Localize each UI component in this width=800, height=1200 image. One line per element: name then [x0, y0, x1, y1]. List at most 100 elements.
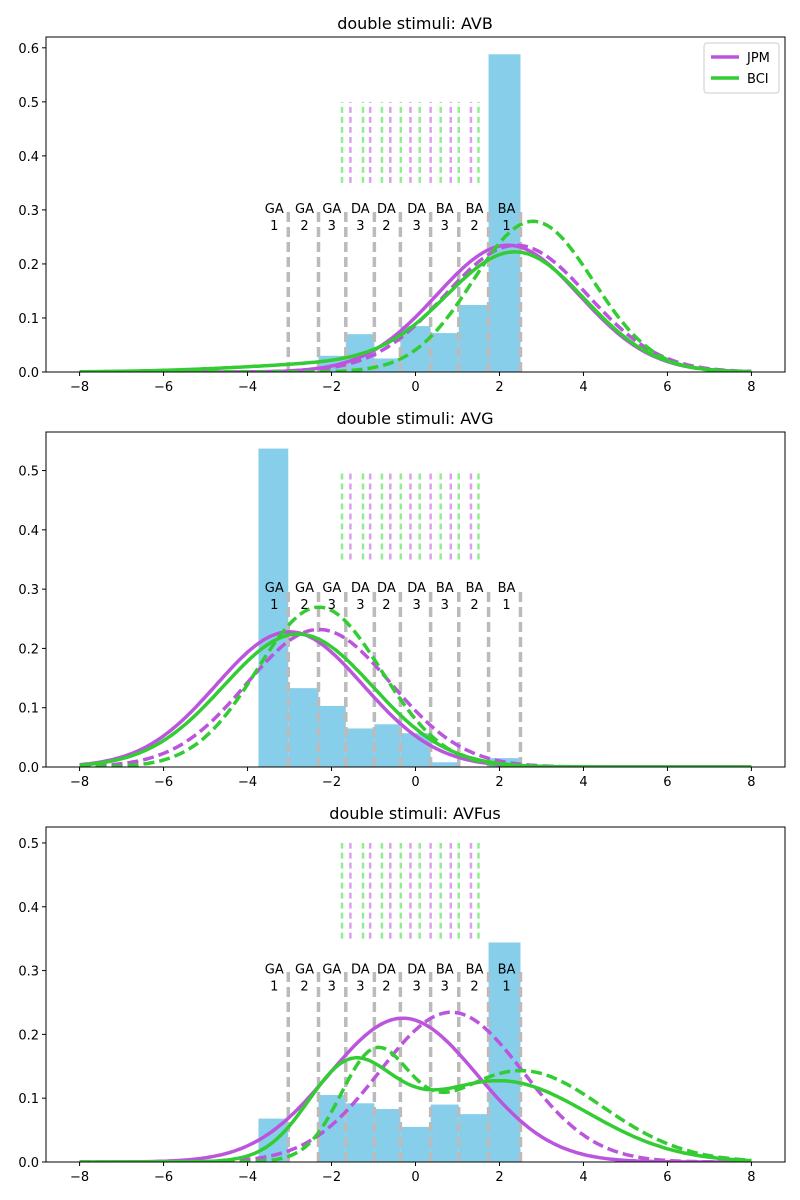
histogram-bar — [430, 333, 459, 372]
marker-label-top: GA — [265, 202, 284, 217]
plot-area — [79, 842, 752, 1162]
chart-panel-avg: double stimuli: AVG GA 1 GA 2 GA 3 DA 3 DA 2 DA 3 BA… — [18, 409, 786, 790]
x-tick-label: 4 — [579, 380, 587, 395]
y-tick-label: 0.5 — [18, 465, 39, 480]
histogram-bar — [374, 1109, 401, 1162]
marker-label-bottom: 2 — [382, 598, 390, 613]
y-tick-label: 0.3 — [18, 965, 39, 980]
chart-title-avfus: double stimuli: AVFus — [329, 804, 500, 823]
bci-dashed-curve — [79, 605, 752, 767]
x-tick-label: −8 — [70, 775, 89, 790]
y-tick-label: 0.5 — [18, 837, 39, 852]
y-tick-label: 0.1 — [18, 702, 39, 717]
marker-label-top: GA — [322, 202, 341, 217]
y-tick-label: 0.0 — [18, 761, 39, 776]
marker-label-bottom: 2 — [300, 980, 308, 995]
marker-label-bottom: 2 — [470, 980, 478, 995]
x-tick-label: 8 — [747, 1170, 755, 1185]
marker-label-bottom: 3 — [412, 219, 420, 234]
marker-label-top: GA — [295, 202, 314, 217]
marker-label-bottom: 3 — [356, 598, 364, 613]
marker-label-top: BA — [466, 202, 484, 217]
x-tick-label: −8 — [70, 1170, 89, 1185]
jpm-dashed-curve — [79, 627, 752, 767]
x-tick-label: −2 — [322, 380, 341, 395]
marker-label-top: DA — [407, 202, 426, 217]
y-tick-label: 0.3 — [18, 204, 39, 219]
histogram-bar — [430, 1104, 459, 1162]
y-tick-label: 0.6 — [18, 42, 39, 57]
marker-label-bottom: 3 — [441, 598, 449, 613]
marker-label-top: GA — [322, 581, 341, 596]
legend: JPM BCI — [703, 42, 780, 94]
bci-solid-curve — [79, 250, 752, 372]
marker-label-top: DA — [351, 963, 370, 978]
marker-label-bottom: 3 — [356, 980, 364, 995]
y-tick-label: 0.4 — [18, 524, 39, 539]
x-tick-label: 0 — [411, 775, 419, 790]
marker-label-top: BA — [498, 581, 516, 596]
x-tick-label: 8 — [747, 380, 755, 395]
x-tick-label: 2 — [495, 1170, 503, 1185]
marker-label-bottom: 1 — [270, 219, 278, 234]
marker-label-bottom: 2 — [300, 598, 308, 613]
jpm-solid-curve — [79, 630, 752, 767]
histogram-bar — [400, 1126, 431, 1162]
y-tick-label: 0.2 — [18, 1028, 39, 1043]
marker-label-top: DA — [351, 581, 370, 596]
histogram-bar — [458, 1114, 489, 1162]
marker-label-top: GA — [295, 581, 314, 596]
plot-area — [79, 448, 752, 767]
y-tick-label: 0.4 — [18, 901, 39, 916]
x-tick-label: 6 — [663, 1170, 671, 1185]
histogram-bar — [488, 54, 521, 372]
marker-label-bottom: 3 — [412, 598, 420, 613]
x-tick-label: 8 — [747, 775, 755, 790]
plot-area — [79, 54, 752, 372]
marker-label-top: GA — [265, 581, 284, 596]
chart-title-avb: double stimuli: AVB — [337, 14, 493, 33]
marker-label-bottom: 1 — [270, 598, 278, 613]
marker-label-top: BA — [466, 581, 484, 596]
marker-label-bottom: 2 — [382, 980, 390, 995]
y-tick-label: 0.2 — [18, 258, 39, 273]
marker-label-top: BA — [498, 963, 516, 978]
x-tick-label: 0 — [411, 1170, 419, 1185]
y-tick-label: 0.3 — [18, 583, 39, 598]
marker-label-bottom: 2 — [300, 219, 308, 234]
x-tick-label: 2 — [495, 775, 503, 790]
marker-label-top: DA — [407, 581, 426, 596]
x-tick-label: 6 — [663, 775, 671, 790]
y-tick-label: 0.0 — [18, 1156, 39, 1171]
x-tick-label: −8 — [70, 380, 89, 395]
marker-label-bottom: 1 — [502, 980, 510, 995]
x-tick-label: −6 — [154, 380, 173, 395]
histogram-bar — [258, 448, 289, 767]
marker-label-top: GA — [322, 963, 341, 978]
histogram-bar — [345, 1103, 375, 1162]
marker-label-bottom: 1 — [270, 980, 278, 995]
chart-panel-avfus: double stimuli: AVFus GA 1 GA 2 GA 3 DA 3 DA 2 DA 3… — [18, 804, 786, 1185]
y-tick-label: 0.1 — [18, 312, 39, 327]
marker-label-bottom: 2 — [470, 219, 478, 234]
legend-label-bci: BCI — [747, 72, 769, 87]
histogram-bar — [318, 705, 346, 767]
marker-label-top: BA — [466, 963, 484, 978]
histogram-bar — [318, 1095, 346, 1162]
jpm-solid-curve — [79, 1016, 752, 1162]
marker-label-top: BA — [436, 202, 454, 217]
histogram-bar — [288, 688, 319, 767]
marker-label-bottom: 2 — [382, 219, 390, 234]
marker-label-top: BA — [436, 581, 454, 596]
y-tick-label: 0.4 — [18, 150, 39, 165]
histogram-bar — [400, 733, 431, 767]
marker-label-bottom: 3 — [328, 598, 336, 613]
marker-label-top: DA — [351, 202, 370, 217]
x-tick-label: 0 — [411, 380, 419, 395]
x-tick-label: 2 — [495, 380, 503, 395]
bci-dashed-curve — [79, 1045, 752, 1162]
marker-label-bottom: 1 — [502, 598, 510, 613]
marker-label-bottom: 2 — [470, 598, 478, 613]
marker-label-bottom: 3 — [441, 219, 449, 234]
